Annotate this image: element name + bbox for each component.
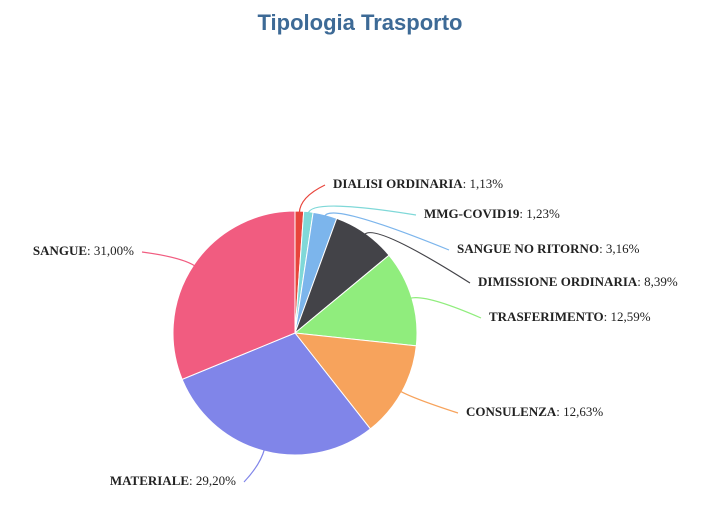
category-name: DIALISI ORDINARIA	[333, 176, 463, 191]
value-label: : 1,23%	[519, 206, 560, 221]
data-label: SANGUE: 31,00%	[33, 243, 134, 258]
data-label: DIMISSIONE ORDINARIA: 8,39%	[478, 274, 678, 289]
value-label: : 31,00%	[87, 243, 134, 258]
value-label: : 3,16%	[599, 241, 640, 256]
category-name: MATERIALE	[110, 473, 189, 488]
value-label: : 29,20%	[189, 473, 236, 488]
category-name: DIMISSIONE ORDINARIA	[478, 274, 638, 289]
connector	[409, 297, 482, 319]
connector	[298, 184, 326, 214]
data-label: TRASFERIMENTO: 12,59%	[489, 309, 651, 324]
connector	[141, 251, 196, 267]
value-label: : 12,59%	[604, 309, 651, 324]
category-name: MMG-COVID19	[424, 206, 520, 221]
value-label: : 1,13%	[463, 176, 504, 191]
value-label: : 8,39%	[637, 274, 678, 289]
data-label: MMG-COVID19: 1,23%	[424, 206, 560, 221]
chart-title: Tipologia Trasporto	[258, 10, 463, 35]
connector	[324, 212, 450, 251]
category-name: CONSULENZA	[466, 404, 557, 419]
category-name: SANGUE NO RITORNO	[457, 241, 599, 256]
category-name: SANGUE	[33, 243, 87, 258]
data-label: CONSULENZA: 12,63%	[466, 404, 603, 419]
connector	[363, 232, 471, 284]
data-label: DIALISI ORDINARIA: 1,13%	[333, 176, 503, 191]
data-label: MATERIALE: 29,20%	[110, 473, 236, 488]
connector	[399, 390, 459, 414]
value-label: : 12,63%	[556, 404, 603, 419]
category-name: TRASFERIMENTO	[489, 309, 604, 324]
data-label: SANGUE NO RITORNO: 3,16%	[457, 241, 640, 256]
connector	[307, 205, 417, 216]
connector	[243, 448, 266, 483]
